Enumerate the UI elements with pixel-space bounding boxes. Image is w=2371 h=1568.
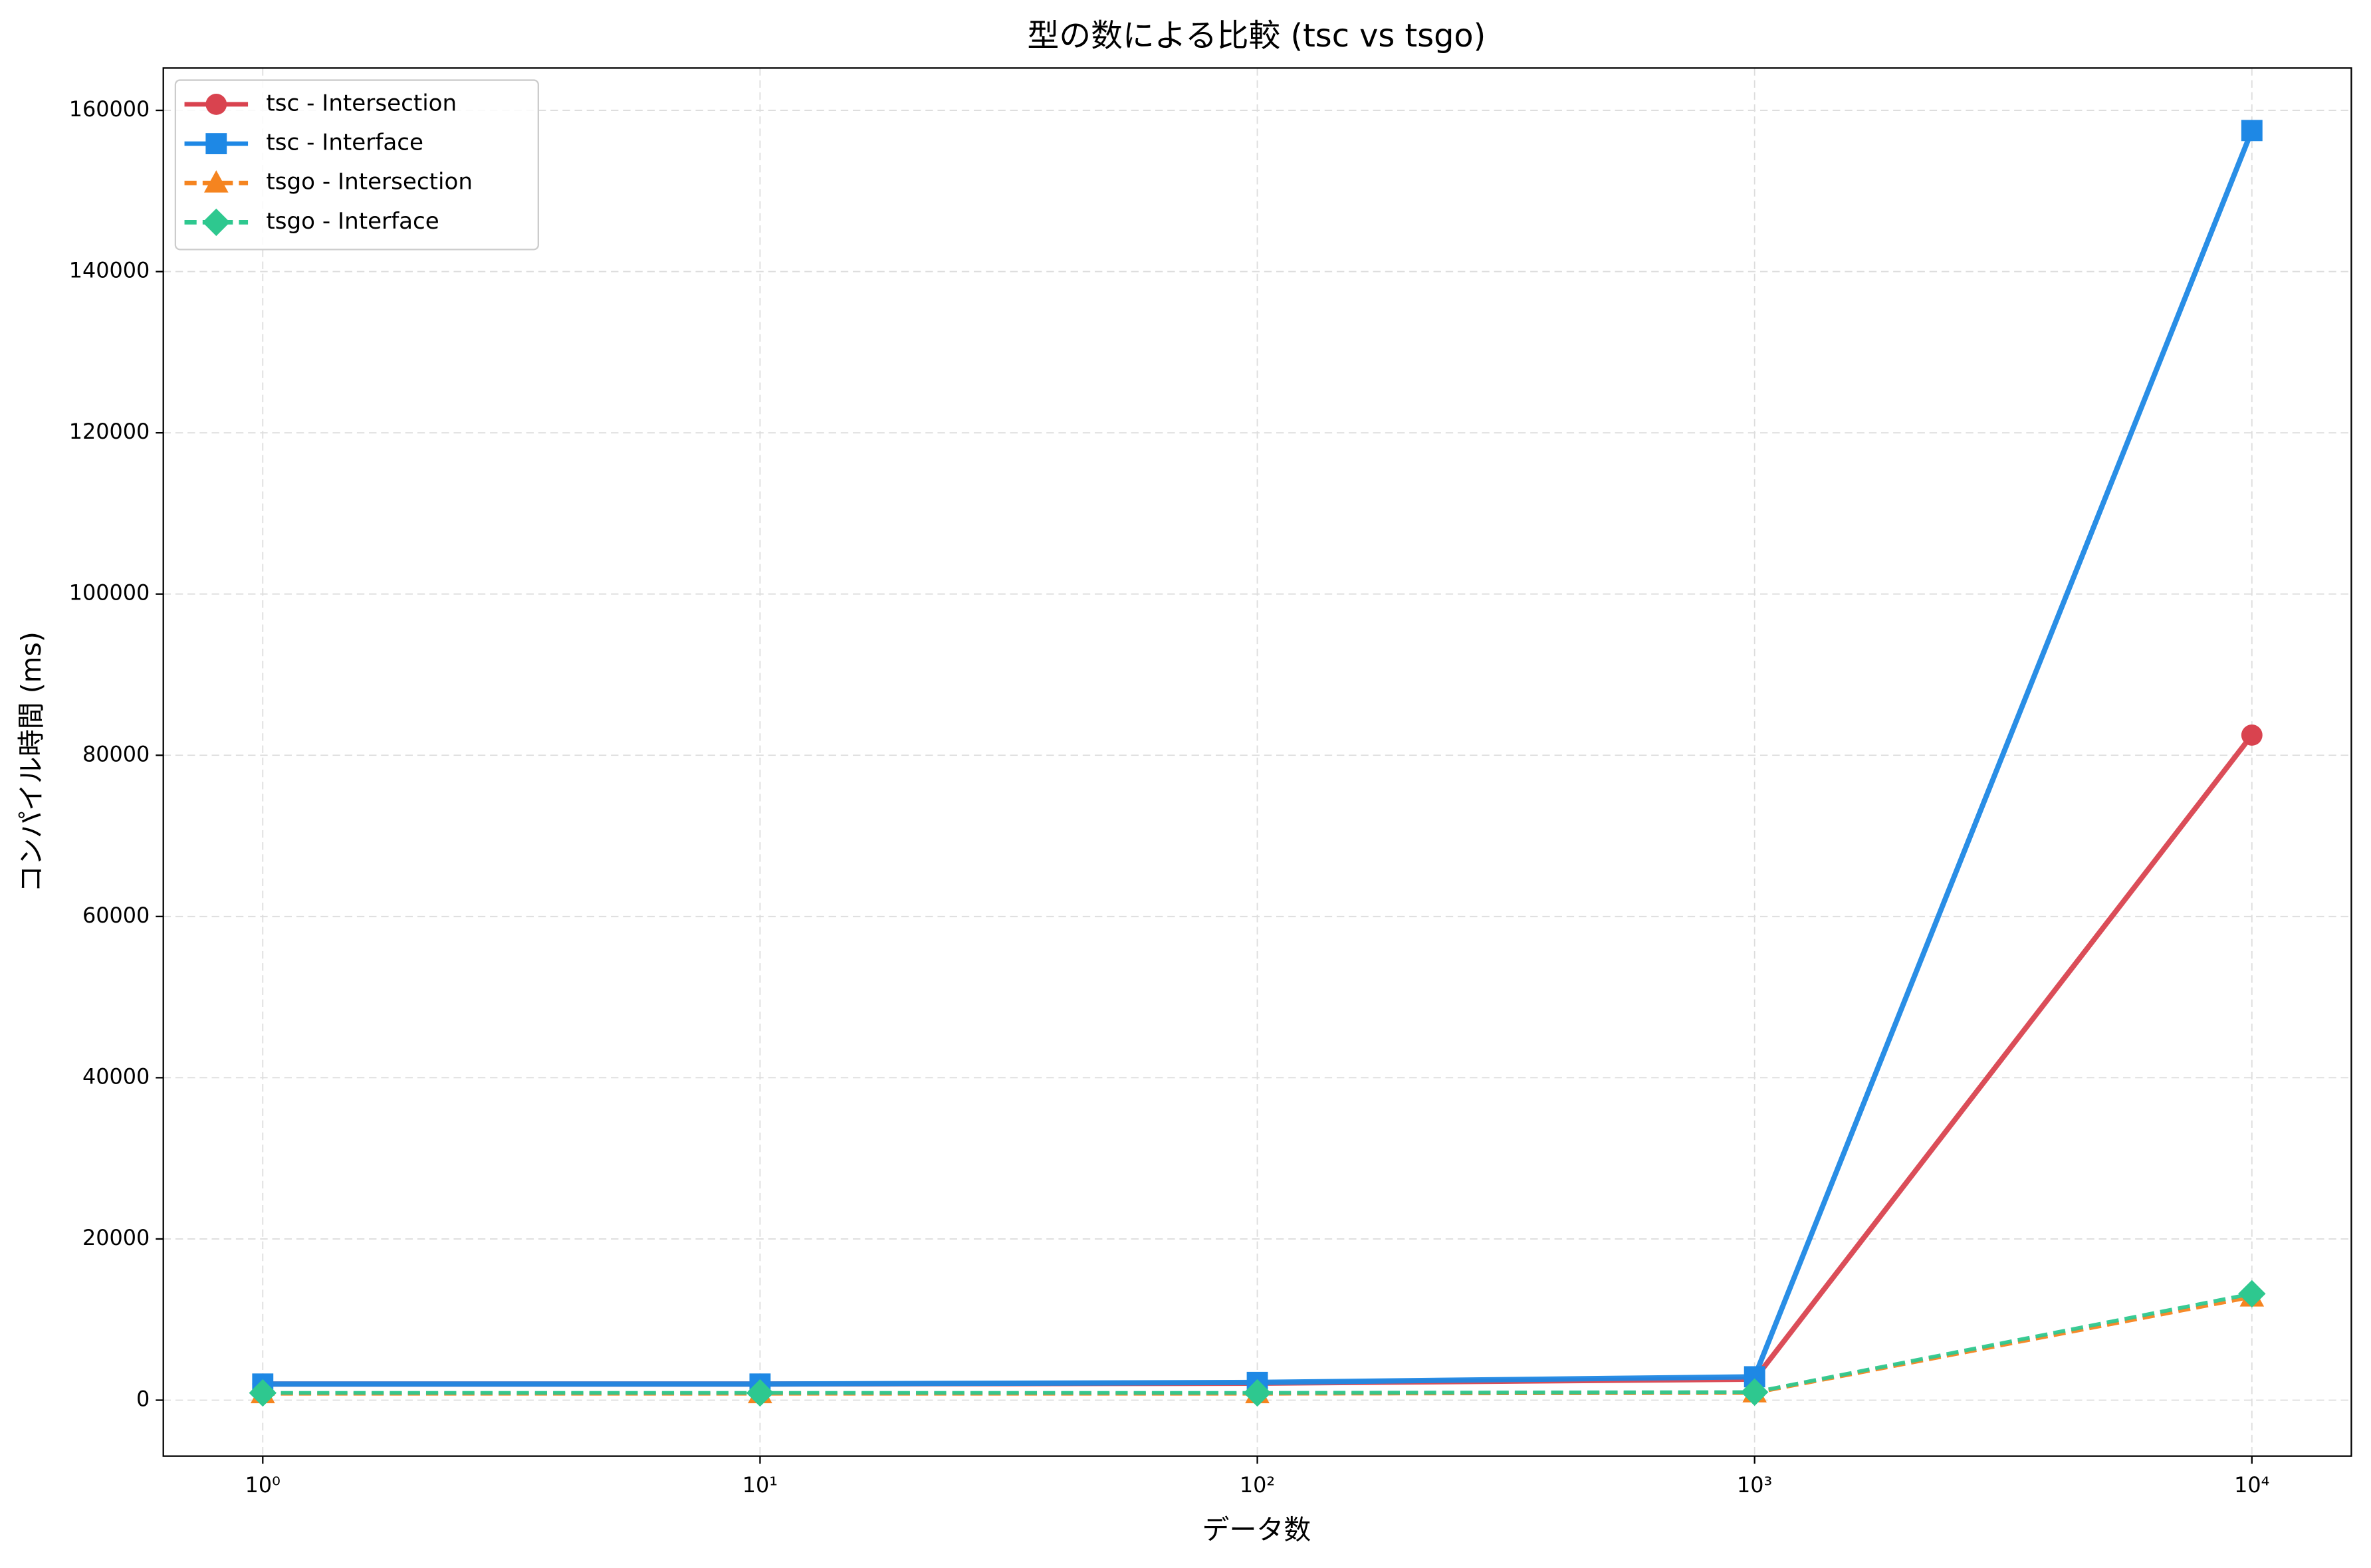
y-tick-label: 140000: [69, 258, 150, 283]
legend-label: tsc - Intersection: [266, 90, 457, 116]
legend-marker: [203, 170, 229, 193]
y-tick-label: 120000: [69, 419, 150, 444]
x-tick-label: 10³: [1737, 1472, 1772, 1498]
y-tick-label: 60000: [82, 903, 150, 928]
legend-box: [174, 79, 539, 251]
x-tick-label: 10⁰: [245, 1472, 281, 1498]
legend-label: tsgo - Intersection: [266, 169, 473, 195]
x-axis-label: データ数: [1202, 1513, 1311, 1545]
data-point: [1740, 1378, 1769, 1406]
legend-marker: [205, 133, 227, 155]
y-tick-label: 160000: [69, 96, 150, 122]
y-tick-label: 80000: [82, 741, 150, 766]
x-tick-label: 10⁴: [2234, 1472, 2269, 1498]
data-point: [2238, 1280, 2266, 1308]
legend-label: tsgo - Interface: [266, 208, 439, 235]
legend-label: tsc - Interface: [266, 130, 423, 156]
series-line: [263, 1291, 2253, 1395]
x-tick-label: 10¹: [742, 1472, 778, 1498]
legend-marker: [205, 94, 227, 115]
y-axis-label: コンパイル時間 (ms): [15, 631, 47, 893]
y-tick-label: 40000: [82, 1064, 150, 1089]
data-point: [2241, 725, 2263, 746]
y-tick-label: 20000: [82, 1225, 150, 1250]
y-tick-label: 100000: [69, 580, 150, 606]
data-point: [2241, 120, 2263, 142]
x-tick-label: 10²: [1240, 1472, 1275, 1498]
legend-marker: [202, 208, 231, 237]
chart-title: 型の数による比較 (tsc vs tsgo): [1028, 18, 1486, 55]
plot-frame: [162, 67, 2352, 1457]
y-tick-label: 0: [136, 1386, 150, 1411]
